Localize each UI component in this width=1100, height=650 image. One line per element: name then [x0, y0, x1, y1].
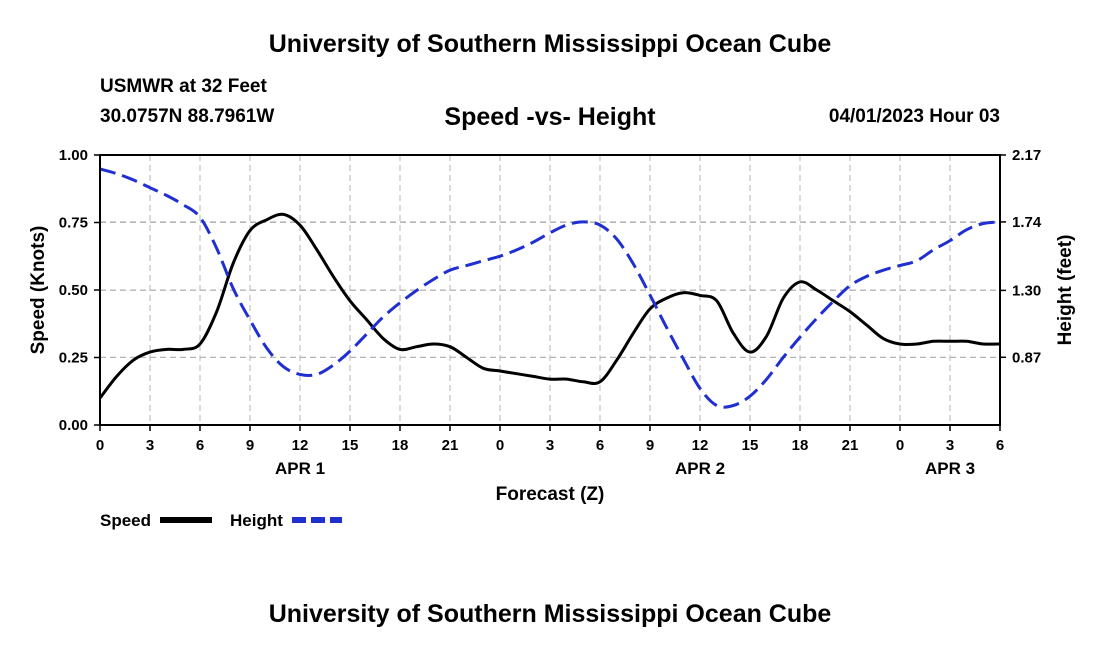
x-tick-label: 15 [742, 437, 759, 454]
y-tick-label-left: 0.75 [59, 215, 88, 232]
x-tick-label: 18 [392, 437, 409, 454]
y-tick-label-left: 0.25 [59, 350, 88, 367]
x-tick-label: 3 [946, 437, 954, 454]
day-label: APR 3 [925, 459, 975, 478]
legend-label-height: Height [230, 511, 283, 530]
x-tick-label: 12 [292, 437, 309, 454]
x-tick-label: 21 [442, 437, 459, 454]
x-tick-label: 15 [342, 437, 359, 454]
day-label: APR 2 [675, 459, 725, 478]
x-tick-label: 12 [692, 437, 709, 454]
y-axis-label-left: Speed (Knots) [28, 226, 49, 355]
x-tick-label: 9 [646, 437, 654, 454]
x-tick-label: 0 [496, 437, 504, 454]
page-title-top: University of Southern Mississippi Ocean… [268, 30, 832, 58]
x-tick-label: 0 [896, 437, 904, 454]
x-tick-label: 0 [96, 437, 104, 454]
page-title-bottom: University of Southern Mississippi Ocean… [268, 600, 832, 628]
y-tick-label-left: 1.00 [59, 147, 88, 164]
x-axis-label: Forecast (Z) [496, 484, 605, 505]
grid-layer [100, 155, 1000, 425]
y-tick-label-left: 0.00 [59, 417, 88, 434]
x-tick-label: 3 [146, 437, 154, 454]
x-tick-label: 6 [596, 437, 604, 454]
legend: Speed Height [100, 511, 342, 530]
series-line-speed [98, 212, 1001, 399]
x-tick-label: 6 [196, 437, 204, 454]
series-layer [98, 167, 1001, 409]
station-coordinates: 30.0757N 88.7961W [100, 106, 275, 127]
x-tick-label: 18 [792, 437, 809, 454]
y-tick-label-right: 0.87 [1012, 349, 1041, 366]
y-tick-label-left: 0.50 [59, 282, 88, 299]
x-tick-label: 6 [996, 437, 1004, 454]
x-tick-label: 9 [246, 437, 254, 454]
legend-label-speed: Speed [100, 511, 151, 530]
chart-title: Speed -vs- Height [444, 103, 656, 131]
forecast-datetime: 04/01/2023 Hour 03 [828, 106, 1000, 127]
y-tick-label-right: 1.30 [1012, 282, 1041, 299]
x-tick-label: 3 [546, 437, 554, 454]
y-axis-label-right: Height (feet) [1055, 235, 1076, 346]
x-tick-label: 21 [842, 437, 859, 454]
station-label: USMWR at 32 Feet [100, 76, 267, 97]
y-tick-label-right: 2.17 [1012, 147, 1041, 164]
day-label: APR 1 [275, 459, 325, 478]
y-tick-label-right: 1.74 [1012, 214, 1042, 231]
axis-layer: 0 3 6 9 12 15 18 21 0 3 6 9 12 15 18 21 0 3 6 APR 1 APR 2 APR… [59, 147, 1042, 478]
